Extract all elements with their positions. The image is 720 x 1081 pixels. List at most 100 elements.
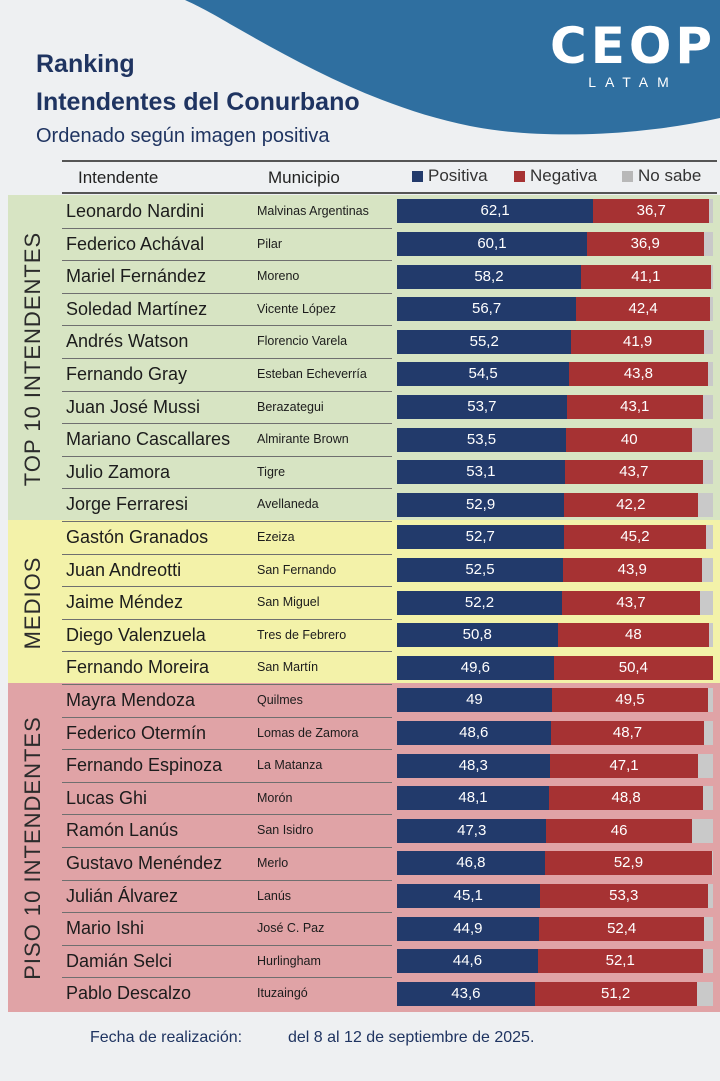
bar-positiva — [397, 753, 550, 778]
bar-no-sabe — [692, 427, 713, 452]
municipio-name: Tigre — [257, 464, 286, 479]
intendente-name: Julio Zamora — [66, 461, 171, 482]
intendente-name: Mario Ishi — [66, 918, 145, 939]
value-label-positiva: 50,8 — [462, 626, 492, 644]
bar-positiva — [397, 688, 552, 713]
municipio-name: Florencio Varela — [257, 334, 348, 349]
bar-no-sabe — [700, 590, 713, 615]
value-label-positiva: 47,3 — [457, 821, 487, 839]
bar-positiva — [397, 557, 563, 582]
bar-no-sabe — [707, 362, 713, 387]
bar-positiva — [397, 199, 594, 224]
value-label-positiva: 45,1 — [453, 886, 483, 904]
row-separator — [62, 977, 392, 979]
municipio-name: Berazategui — [257, 399, 324, 414]
bar-negativa — [566, 394, 703, 419]
intendente-name: Damián Selci — [66, 950, 173, 971]
bar-no-sabe — [697, 492, 713, 517]
intendente-name: Jorge Ferraresi — [66, 494, 189, 515]
bar-positiva — [397, 329, 572, 354]
row-separator — [62, 749, 392, 751]
bar-no-sabe — [710, 264, 713, 289]
column-header-intendente: Intendente — [78, 168, 159, 187]
row-separator — [62, 227, 392, 229]
row-separator — [62, 488, 392, 490]
row-separator — [62, 390, 392, 392]
value-label-positiva: 60,1 — [477, 234, 507, 252]
value-label-negativa: 43,7 — [619, 463, 649, 481]
row-separator — [62, 847, 392, 848]
bar-negativa — [534, 981, 697, 1006]
municipio-name: Moreno — [257, 269, 300, 284]
bar-positiva — [397, 786, 549, 811]
value-label-positiva: 62,1 — [480, 202, 510, 220]
row-separator — [62, 553, 392, 555]
value-label-positiva: 53,1 — [466, 463, 496, 481]
row-separator — [62, 879, 392, 881]
bar-positiva — [397, 916, 539, 941]
row-separator — [62, 260, 392, 262]
bar-no-sabe — [691, 818, 713, 843]
bar-negativa — [593, 199, 710, 224]
value-label-positiva: 44,9 — [453, 919, 483, 937]
intendente-name: Leonardo Nardini — [66, 201, 205, 221]
municipio-name: José C. Paz — [257, 921, 325, 936]
value-label-negativa: 43,1 — [620, 397, 650, 415]
row-separator — [62, 651, 392, 653]
value-label-negativa: 43,8 — [623, 365, 654, 383]
bar-negativa — [538, 916, 705, 941]
row-separator — [62, 716, 392, 718]
bar-negativa — [576, 297, 711, 322]
bar-positiva — [397, 720, 551, 745]
bar-positiva — [397, 623, 558, 648]
value-label-negativa: 52,9 — [613, 854, 644, 872]
municipio-name: Almirante Brown — [257, 432, 349, 447]
value-label-negativa: 49,5 — [615, 691, 645, 709]
legend-positiva-swatch — [412, 170, 423, 182]
bar-no-sabe — [703, 231, 713, 256]
municipio-name: La Matanza — [257, 758, 323, 773]
legend-negativa: Negativa — [514, 166, 597, 186]
row-separator — [62, 618, 392, 620]
bar-no-sabe — [709, 199, 713, 224]
bar-no-sabe — [698, 753, 713, 778]
legend-positiva-label: Positiva — [428, 166, 488, 185]
bar-positiva — [397, 231, 587, 256]
value-label-negativa: 36,9 — [630, 234, 660, 252]
value-label-positiva: 49,6 — [460, 658, 490, 676]
value-label-negativa: 43,7 — [616, 593, 646, 611]
row-separator — [62, 292, 392, 294]
municipio-name: San Miguel — [257, 595, 320, 610]
value-label-positiva: 53,5 — [466, 430, 497, 448]
intendente-name: Gustavo Menéndez — [66, 853, 223, 873]
intendente-name: Julián Álvarez — [66, 885, 179, 906]
municipio-name: Hurlingham — [257, 953, 321, 968]
municipio-name: San Isidro — [257, 823, 314, 838]
legend-negativa-swatch — [514, 170, 525, 182]
footer-date-label: Fecha de realización: — [90, 1029, 243, 1046]
row-separator — [62, 455, 392, 457]
value-label-negativa: 48 — [625, 626, 642, 644]
intendente-name: Gastón Granados — [66, 527, 209, 547]
value-label-negativa: 47,1 — [609, 756, 639, 774]
municipio-name: Pilar — [257, 236, 283, 251]
chart-title-line2: Intendentes del Conurbano — [36, 88, 360, 116]
value-label-positiva: 52,7 — [465, 528, 495, 546]
intendente-name: Mariel Fernández — [66, 266, 207, 287]
row-separator — [62, 814, 392, 816]
municipio-name: Merlo — [257, 856, 289, 870]
row-separator — [62, 944, 392, 946]
value-label-negativa: 43,9 — [617, 560, 647, 578]
bar-positiva — [397, 851, 545, 876]
value-label-negativa: 40 — [620, 430, 638, 448]
ceop-logo: CEOP LATAM — [548, 18, 718, 93]
bar-no-sabe — [706, 525, 713, 550]
value-label-negativa: 53,3 — [609, 886, 639, 904]
bar-negativa — [564, 460, 703, 485]
bar-no-sabe — [702, 460, 713, 485]
group-label-0: TOP 10 INTENDENTES — [20, 231, 45, 487]
bar-no-sabe — [702, 394, 713, 419]
value-label-negativa: 50,4 — [618, 658, 648, 676]
value-label-negativa: 45,2 — [620, 528, 650, 546]
